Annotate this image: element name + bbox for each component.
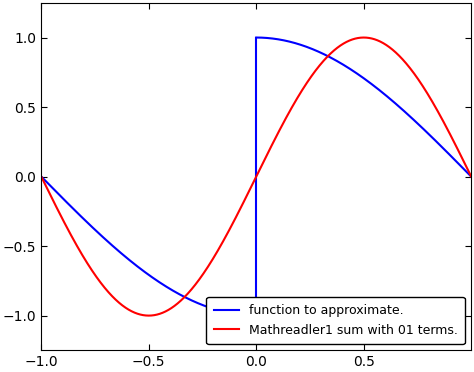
Line: function to approximate.: function to approximate. <box>41 177 256 315</box>
function to approximate. <box>254 313 259 318</box>
function to approximate. <box>210 307 216 311</box>
function to approximate. <box>206 305 212 310</box>
Legend: function to approximate., Mathreadler1 sum with 01 terms.: function to approximate., Mathreadler1 s… <box>206 297 465 344</box>
Mathreadler1 sum with 01 terms. <box>146 313 152 318</box>
Mathreadler1 sum with 01 terms. <box>377 39 383 44</box>
Mathreadler1 sum with 01 terms. <box>456 150 462 154</box>
Mathreadler1 sum with 01 terms. <box>361 35 366 40</box>
function to approximate. <box>125 257 131 261</box>
function to approximate. <box>133 263 139 267</box>
Mathreadler1 sum with 01 terms. <box>468 174 474 179</box>
function to approximate. <box>38 174 44 179</box>
Mathreadler1 sum with 01 terms. <box>237 209 242 213</box>
function to approximate. <box>60 196 66 201</box>
Mathreadler1 sum with 01 terms. <box>60 218 66 222</box>
Line: Mathreadler1 sum with 01 terms.: Mathreadler1 sum with 01 terms. <box>41 38 471 315</box>
Mathreadler1 sum with 01 terms. <box>456 150 462 154</box>
Mathreadler1 sum with 01 terms. <box>248 186 254 190</box>
Mathreadler1 sum with 01 terms. <box>38 174 44 179</box>
function to approximate. <box>186 297 191 301</box>
